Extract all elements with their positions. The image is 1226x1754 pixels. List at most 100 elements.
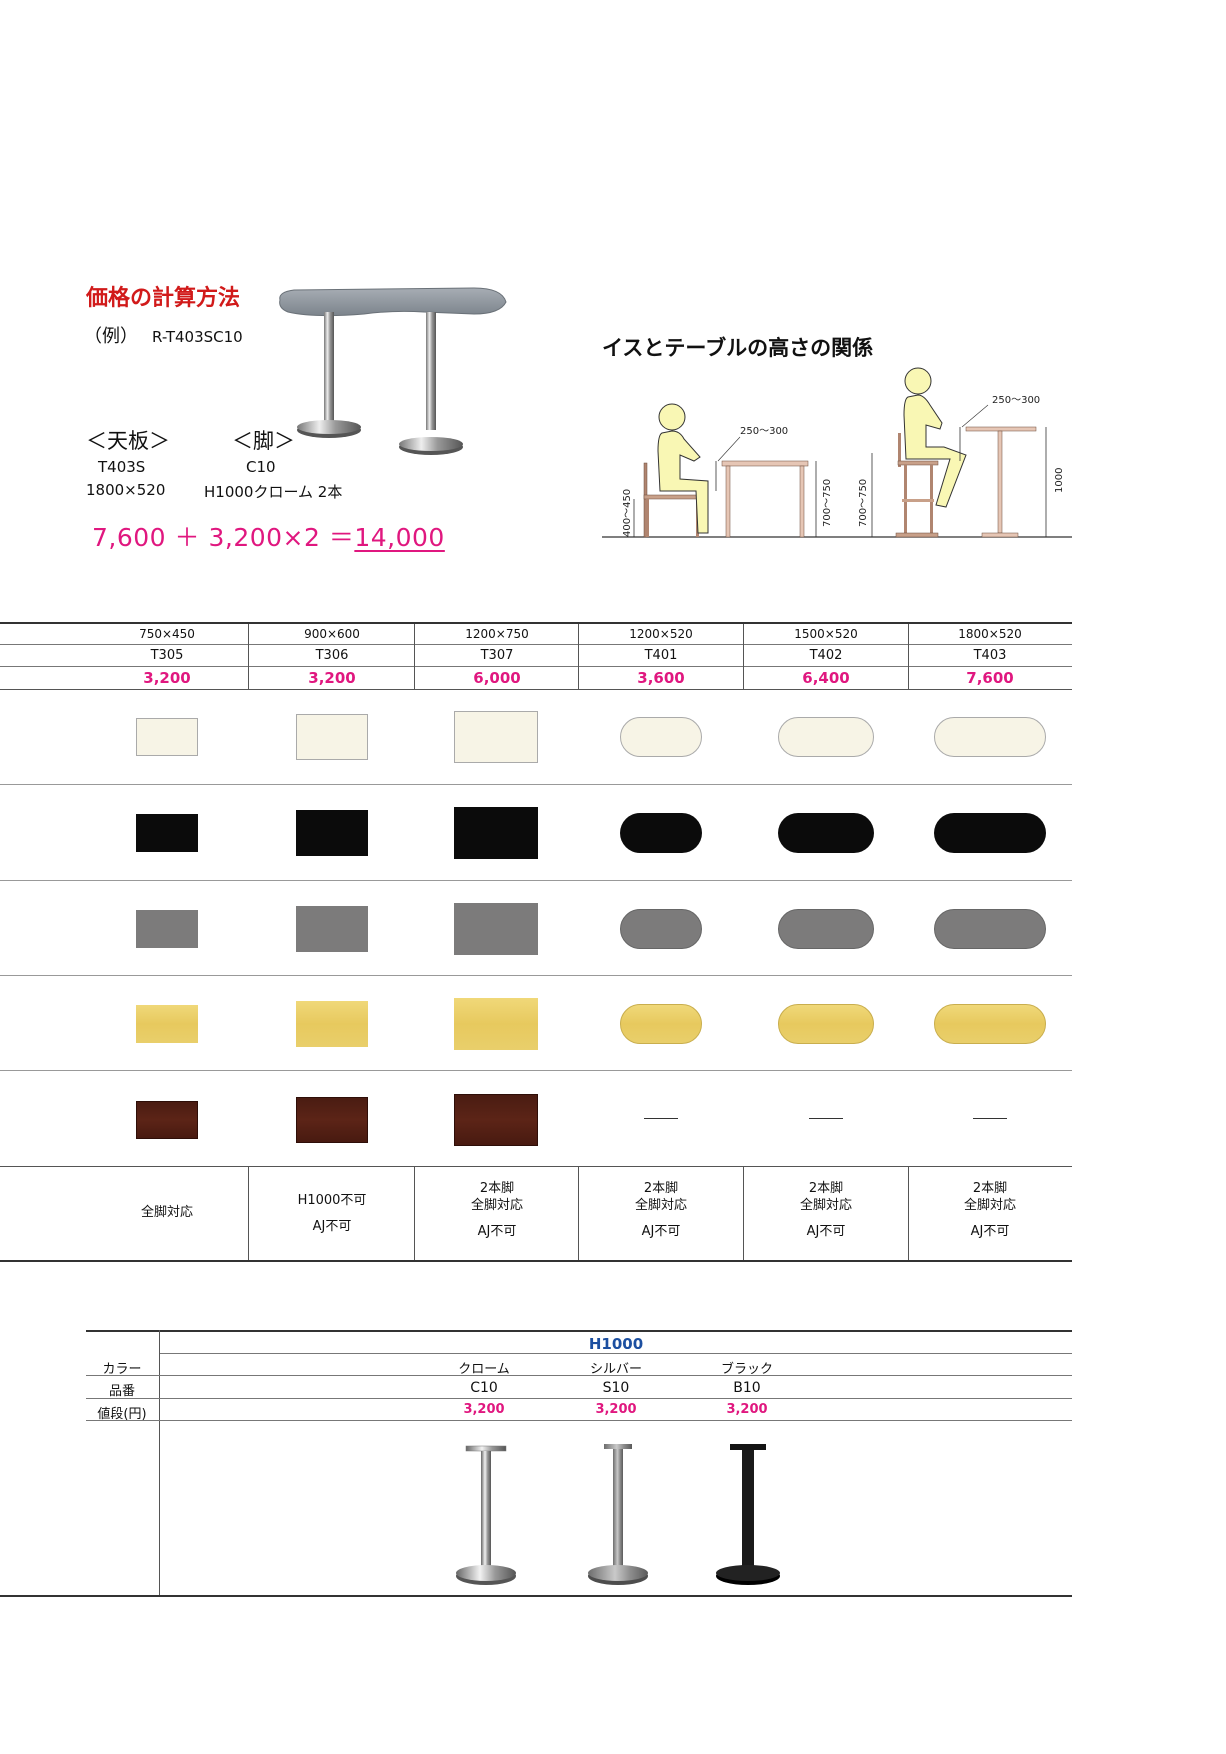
top-size-t402: 1500×520 [794, 627, 858, 641]
swatch-white-t305 [136, 718, 198, 756]
note-t402-line2: 全脚対応 [799, 1198, 852, 1213]
leg-image-black [716, 1444, 780, 1585]
swatch-gray-t306 [296, 906, 368, 952]
standard-chair-group: 400～450 250～300 700～750 [622, 403, 833, 538]
note-t307-line3: AJ不可 [477, 1224, 517, 1239]
top-price-t306: 3,200 [308, 669, 356, 687]
top-code-t307: T307 [480, 648, 514, 663]
example-line: （例） R-T403SC10 [84, 322, 243, 348]
top-code-t403: T403 [973, 648, 1007, 663]
unavailable-mark-t402 [809, 1118, 843, 1119]
note-t305: 全脚対応 [140, 1205, 193, 1220]
top-price-t307: 6,000 [473, 669, 521, 687]
calc-title: 価格の計算方法 [86, 286, 241, 311]
legs-table-top-rule [86, 1330, 1072, 1332]
top-price-t403: 7,600 [966, 669, 1014, 687]
height-diagram: 400～450 250～300 700～750 700～750 250～300 … [602, 367, 1072, 538]
note-t401-line3: AJ不可 [641, 1224, 681, 1239]
example-code: R-T403SC10 [152, 328, 243, 346]
leg-color-s10: シルバー [589, 1362, 642, 1377]
swatch-oak-t305 [136, 1005, 198, 1043]
left-gap-dim: 250～300 [740, 426, 788, 437]
right-table-dim: 1000 [1054, 468, 1065, 493]
note-t306-line1: H1000不可 [297, 1193, 367, 1208]
swatch-gray-t402 [778, 909, 874, 949]
note-t403-line2: 全脚対応 [963, 1198, 1016, 1213]
top-price-t402: 6,400 [802, 669, 850, 687]
note-t403-line3: AJ不可 [970, 1224, 1010, 1239]
note-t402-line3: AJ不可 [806, 1224, 846, 1239]
leg-color-b10: ブラック [720, 1362, 773, 1377]
leg-price-b10: 3,200 [726, 1402, 768, 1417]
leg-image-chrome [456, 1445, 516, 1585]
swatch-oak-t402 [778, 1004, 874, 1044]
high-chair-group: 700～750 250～300 1000 [858, 367, 1065, 538]
swatch-gray-t401 [620, 909, 702, 949]
swatch-black-t401 [620, 813, 702, 853]
swatch-black-t305 [136, 814, 198, 852]
right-gap-dim: 250～300 [992, 395, 1040, 406]
leg-price-c10: 3,200 [463, 1402, 505, 1417]
leg-code-s10: S10 [602, 1380, 630, 1396]
right-seat-dim: 700～750 [858, 479, 869, 527]
left-table-dim: 700～750 [822, 479, 833, 527]
top-size-t403: 1800×520 [958, 627, 1022, 641]
swatch-gray-t403 [934, 909, 1046, 949]
leg-label: ＜脚＞ [232, 429, 295, 453]
legs-header-h1000: H1000 [588, 1335, 644, 1353]
swatch-black-t402 [778, 813, 874, 853]
formula-expression: 7,600 ＋ 3,200×2 ＝ [92, 523, 355, 552]
example-label: （例） [84, 326, 138, 347]
row-label-price: 値段(円) [97, 1407, 147, 1422]
top-size-t306: 900×600 [304, 627, 360, 641]
top-code: T403S [98, 458, 146, 476]
left-seat-dim: 400～450 [622, 489, 633, 537]
swatch-black-t307 [454, 807, 538, 859]
swatch-white-t403 [934, 717, 1046, 757]
swatch-oak-t401 [620, 1004, 702, 1044]
swatch-gray-t307 [454, 903, 538, 955]
swatch-black-t403 [934, 813, 1046, 853]
formula-total: 14,000 [354, 523, 445, 552]
swatch-walnut-t307 [454, 1094, 538, 1146]
top-code-t306: T306 [315, 648, 349, 663]
row-label-code: 品番 [108, 1384, 135, 1399]
swatch-oak-t306 [296, 1001, 368, 1047]
leg-image-silver [588, 1444, 648, 1585]
row-label-color: カラー [102, 1362, 142, 1377]
tops-table-top-rule [0, 622, 1072, 624]
note-t307-line2: 全脚対応 [470, 1198, 523, 1213]
leg-color-c10: クローム [458, 1362, 510, 1377]
top-size-t307: 1200×750 [465, 627, 529, 641]
swatch-walnut-t305 [136, 1101, 198, 1139]
tops-table-bottom-rule [0, 1260, 1072, 1262]
top-price-t305: 3,200 [143, 669, 191, 687]
swatch-white-t401 [620, 717, 702, 757]
table-product-image [279, 287, 507, 455]
note-t402-line1: 2本脚 [808, 1181, 844, 1196]
top-size: 1800×520 [86, 481, 166, 499]
leg-code-c10: C10 [470, 1380, 498, 1396]
legs-table-bottom-rule [0, 1595, 1072, 1597]
top-code-t305: T305 [150, 648, 184, 663]
swatch-oak-t403 [934, 1004, 1046, 1044]
swatch-black-t306 [296, 810, 368, 856]
note-t401-line2: 全脚対応 [634, 1198, 687, 1213]
swatch-gray-t305 [136, 910, 198, 948]
swatch-white-t402 [778, 717, 874, 757]
swatch-white-t306 [296, 714, 368, 760]
top-size-t401: 1200×520 [629, 627, 693, 641]
price-formula: 7,600 ＋ 3,200×2 ＝14,000 [92, 518, 445, 554]
swatch-walnut-t306 [296, 1097, 368, 1143]
note-t401-line1: 2本脚 [643, 1181, 679, 1196]
leg-code-b10: B10 [733, 1380, 761, 1396]
unavailable-mark-t403 [973, 1118, 1007, 1119]
leg-desc: H1000クローム 2本 [204, 483, 343, 501]
swatch-white-t307 [454, 711, 538, 763]
note-t306-line2: AJ不可 [312, 1219, 352, 1234]
note-t403-line1: 2本脚 [972, 1181, 1008, 1196]
top-code-t401: T401 [644, 648, 678, 663]
top-size-t305: 750×450 [139, 627, 195, 641]
swatch-oak-t307 [454, 998, 538, 1050]
leg-code: C10 [246, 458, 276, 476]
